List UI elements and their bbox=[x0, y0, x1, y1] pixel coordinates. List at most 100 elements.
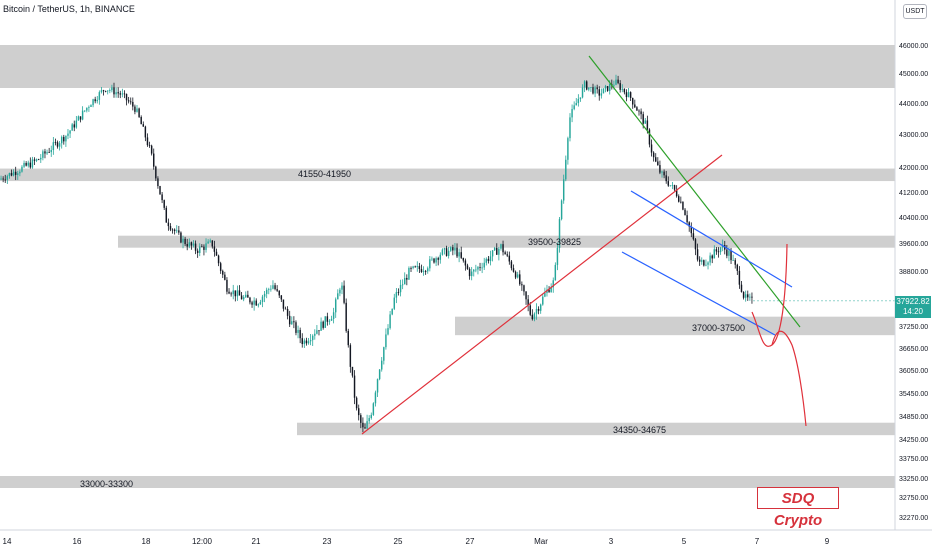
candle-body bbox=[550, 287, 552, 293]
candle-body bbox=[40, 157, 42, 160]
zone-label-34350: 34350-34675 bbox=[613, 425, 667, 435]
candle-body bbox=[56, 142, 59, 147]
candle-body bbox=[355, 397, 358, 409]
candle-body bbox=[228, 291, 230, 294]
candle-body bbox=[707, 262, 709, 265]
candle-body bbox=[713, 249, 716, 259]
price-tick-label: 40400.00 bbox=[899, 215, 928, 222]
zone-label-37000: 37000-37500 bbox=[692, 323, 746, 333]
candle-body bbox=[742, 291, 745, 298]
candle-body bbox=[556, 247, 559, 265]
candle-body bbox=[709, 255, 711, 263]
candle-body bbox=[121, 93, 124, 95]
candle-body bbox=[125, 93, 128, 101]
candle-body bbox=[83, 110, 86, 112]
candle-body bbox=[77, 116, 80, 121]
candle-body bbox=[136, 108, 138, 112]
candle-body bbox=[397, 292, 400, 293]
candle-body bbox=[111, 87, 113, 91]
candle-body bbox=[347, 330, 349, 346]
candle-body bbox=[102, 90, 105, 92]
candle-body bbox=[506, 254, 508, 256]
candle-body bbox=[623, 88, 626, 93]
price-tick-label: 38800.00 bbox=[899, 269, 928, 276]
price-tick-label: 45000.00 bbox=[899, 71, 928, 78]
price-tick-label: 44000.00 bbox=[899, 101, 928, 108]
candle-body bbox=[159, 186, 161, 195]
candle-body bbox=[571, 109, 573, 118]
candle-body bbox=[527, 299, 529, 306]
candle-body bbox=[167, 222, 170, 227]
price-tick-label: 32270.00 bbox=[899, 515, 928, 522]
channel-upper-line[interactable] bbox=[630, 190, 793, 288]
candle-body bbox=[362, 422, 364, 428]
bearish-projection-path bbox=[771, 330, 807, 427]
candle-body bbox=[4, 179, 6, 181]
candle-body bbox=[744, 294, 747, 298]
candle-body bbox=[642, 114, 644, 124]
candle-body bbox=[592, 87, 594, 94]
candle-body bbox=[734, 260, 736, 265]
candle-body bbox=[424, 271, 427, 272]
candle-body bbox=[412, 266, 414, 269]
candle-body bbox=[96, 99, 98, 102]
time-tick-label: 16 bbox=[73, 537, 82, 546]
candle-body bbox=[717, 251, 720, 253]
candle-body bbox=[100, 90, 103, 93]
candle-body bbox=[736, 264, 739, 271]
candle-body bbox=[525, 291, 527, 300]
time-tick-label: 7 bbox=[755, 537, 760, 546]
candle-body bbox=[17, 173, 19, 175]
candle-body bbox=[50, 149, 52, 153]
candle-body bbox=[696, 249, 699, 260]
candle-body bbox=[567, 138, 569, 160]
candle-body bbox=[621, 88, 624, 90]
candle-body bbox=[667, 181, 670, 186]
currency-button[interactable]: USDT bbox=[903, 4, 927, 19]
candle-body bbox=[588, 87, 590, 90]
candle-body bbox=[293, 321, 295, 323]
candle-body bbox=[429, 259, 431, 269]
candle-body bbox=[280, 295, 283, 300]
candle-body bbox=[454, 247, 456, 251]
candle-body bbox=[37, 159, 40, 161]
candle-body bbox=[176, 230, 178, 232]
candle-body bbox=[491, 250, 494, 257]
candle-body bbox=[249, 297, 251, 303]
candle-body bbox=[602, 88, 605, 94]
candle-body bbox=[719, 247, 722, 253]
ascending-support-line[interactable] bbox=[361, 154, 723, 435]
candle-body bbox=[498, 248, 500, 255]
candle-body bbox=[366, 421, 368, 429]
candle-body bbox=[512, 268, 515, 272]
candle-body bbox=[481, 267, 483, 269]
candle-body bbox=[393, 297, 396, 309]
candle-body bbox=[573, 105, 575, 110]
price-tick-label: 36650.00 bbox=[899, 346, 928, 353]
candle-body bbox=[58, 143, 61, 147]
candle-body bbox=[10, 173, 13, 176]
descending-resistance-line[interactable] bbox=[588, 55, 801, 328]
candle-body bbox=[634, 104, 636, 108]
candle-body bbox=[282, 299, 285, 309]
time-tick-label: 21 bbox=[252, 537, 261, 546]
candle-body bbox=[234, 290, 237, 297]
candle-body bbox=[496, 247, 498, 255]
candle-body bbox=[389, 314, 391, 329]
channel-lower-line[interactable] bbox=[621, 251, 776, 336]
candle-body bbox=[617, 79, 619, 84]
candle-body bbox=[560, 200, 563, 220]
candle-body bbox=[25, 162, 27, 166]
candle-body bbox=[629, 92, 632, 98]
candle-body bbox=[680, 201, 682, 203]
candle-body bbox=[297, 329, 299, 333]
candle-body bbox=[14, 171, 17, 175]
symbol-title: Bitcoin / TetherUS, 1h, BINANCE bbox=[3, 4, 135, 14]
candle-body bbox=[460, 252, 462, 258]
last-price-countdown: 14:20 bbox=[902, 307, 924, 316]
candle-body bbox=[694, 239, 697, 250]
candle-body bbox=[418, 266, 421, 270]
candle-body bbox=[583, 81, 586, 88]
candle-body bbox=[27, 162, 29, 166]
